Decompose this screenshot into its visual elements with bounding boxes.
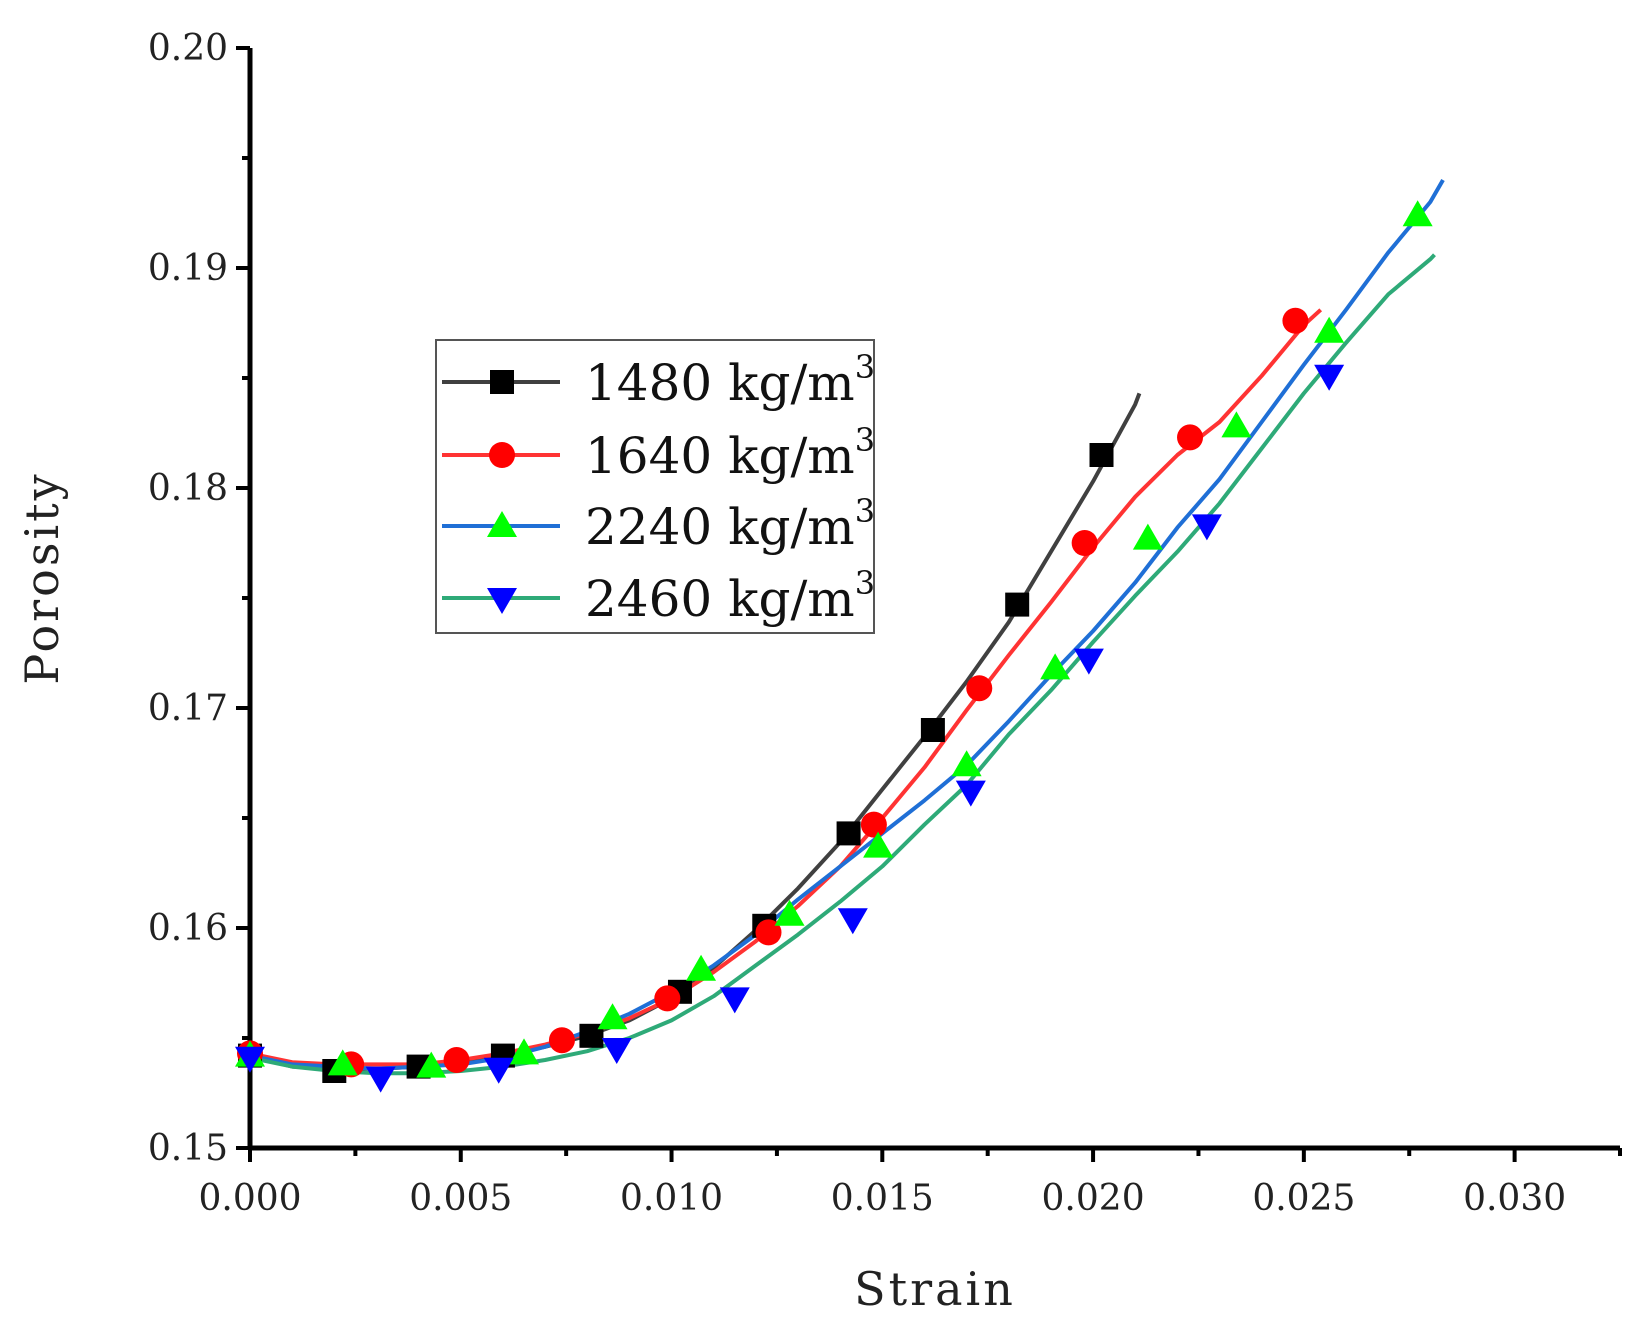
y-axis-title: Porosity (15, 471, 69, 684)
series-1-marker (654, 985, 681, 1012)
series-3-marker (235, 1046, 265, 1073)
series-2-marker (863, 831, 894, 858)
series-2-marker (416, 1051, 447, 1078)
series-1-marker (966, 675, 993, 702)
x-tick-label: 0.000 (198, 1178, 301, 1219)
x-tick-label: 0.025 (1252, 1178, 1355, 1219)
series-2-marker (509, 1038, 539, 1065)
series-2-marker (1040, 653, 1071, 680)
series-3-marker (483, 1057, 514, 1084)
series-2-marker (1221, 411, 1252, 438)
y-tick-label: 0.20 (148, 28, 228, 69)
x-tick-label: 0.020 (1042, 1178, 1145, 1219)
series-1-marker (443, 1047, 470, 1073)
x-tick-label: 0.030 (1463, 1178, 1566, 1219)
y-tick-label: 0.17 (148, 688, 228, 729)
legend-label-1640: 1640 kg/m3 (585, 421, 875, 485)
ticks: 0.15 0.16 0.17 0.18 0.19 0.20 0.000 0.005 0.010 0… (148, 28, 1622, 1219)
x-tick-label: 0.010 (620, 1178, 723, 1219)
series-markers (235, 200, 1433, 1093)
x-tick-label: 0.015 (831, 1178, 934, 1219)
legend-marker-1640 (489, 442, 515, 468)
series-1-marker (1177, 424, 1204, 451)
legend-label-2460: 2460 kg/m3 (585, 564, 875, 628)
series-0-marker (1005, 592, 1030, 617)
legend-label-2240: 2240 kg/m3 (585, 492, 875, 556)
series-2-marker (597, 1003, 628, 1030)
y-tick-label: 0.19 (148, 248, 228, 289)
series-3-marker (719, 987, 750, 1014)
legend-marker-2240 (487, 511, 517, 537)
series-2-marker (1132, 523, 1163, 550)
series-0-marker (920, 718, 945, 742)
series-3-marker (1314, 364, 1345, 391)
series-2-marker (774, 899, 805, 926)
legend-label-1480: 1480 kg/m3 (585, 348, 875, 412)
series-3-marker (1191, 514, 1222, 541)
legend-marker-2460 (487, 588, 517, 614)
y-tick-label: 0.15 (148, 1128, 228, 1169)
series-1-marker (548, 1027, 575, 1054)
series-3-marker (837, 908, 868, 935)
series-1-marker (1071, 530, 1098, 556)
series-1-marker (860, 811, 887, 838)
legend: 1480 kg/m3 1640 kg/m3 2240 kg/m3 2460 kg… (435, 339, 875, 634)
series-3-marker (601, 1038, 632, 1064)
x-axis-title: Strain (854, 1262, 1016, 1316)
series-2-marker (686, 954, 717, 981)
series-2-marker (1402, 200, 1433, 227)
series-0-marker (836, 821, 861, 846)
series-2-marker (951, 750, 982, 777)
series-3-marker (1073, 648, 1104, 675)
series-0-marker (1089, 443, 1114, 467)
y-tick-label: 0.18 (148, 468, 228, 509)
series-1-marker (1282, 307, 1309, 334)
y-tick-label: 0.16 (148, 908, 228, 949)
series-1-marker (755, 919, 782, 946)
series-2-marker (1314, 316, 1345, 343)
legend-marker-1480 (490, 370, 514, 394)
series-2-marker (327, 1049, 358, 1076)
series-3-marker (955, 780, 986, 807)
series-3-marker (365, 1066, 396, 1093)
x-tick-label: 0.005 (409, 1178, 512, 1219)
